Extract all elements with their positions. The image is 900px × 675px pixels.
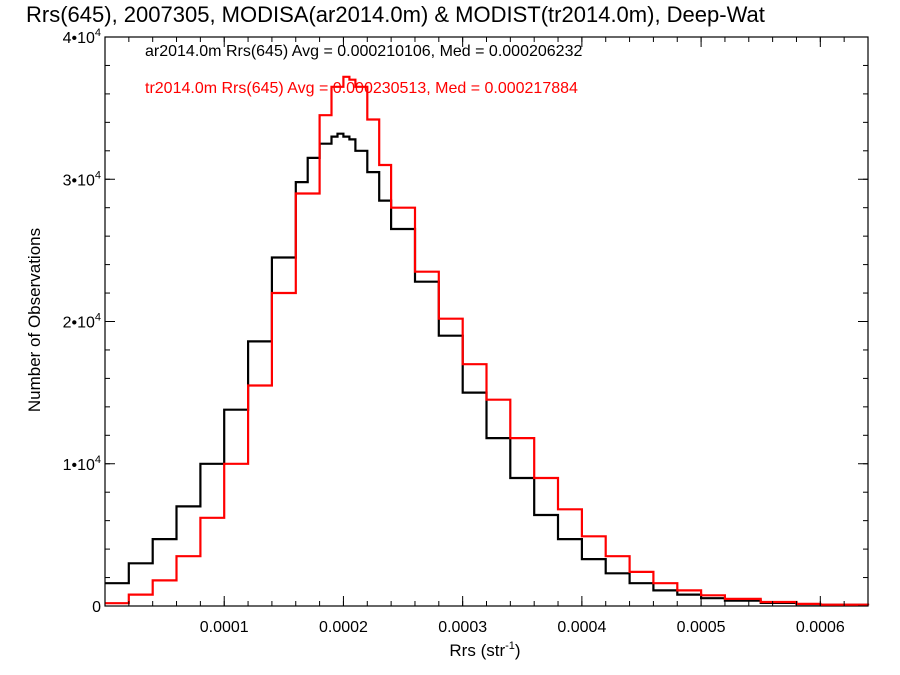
- x-tick-label: 0.0003: [438, 619, 487, 636]
- x-tick-label: 0.0006: [796, 619, 845, 636]
- series-line-1: [105, 75, 870, 606]
- y-axis-title: Number of Observations: [25, 228, 44, 412]
- series-line-0: [105, 132, 870, 606]
- y-tick-label: 2•104: [63, 312, 101, 332]
- chart-title: Rrs(645), 2007305, MODISA(ar2014.0m) & M…: [26, 2, 765, 27]
- y-axis-ticks: 0 1•104 2•104 3•104 4•104: [63, 27, 868, 616]
- x-tick-label: 0.0001: [200, 619, 249, 636]
- y-tick-label: 0: [92, 599, 101, 616]
- y-tick-label: 1•104: [63, 454, 101, 474]
- y-tick-label: 4•104: [63, 27, 101, 47]
- x-axis-title-sup: -1: [505, 640, 515, 652]
- x-axis-title-main: Rrs (str: [449, 641, 505, 660]
- plot-area: [104, 36, 869, 607]
- x-tick-label: 0.0002: [319, 619, 368, 636]
- legend: ar2014.0m Rrs(645) Avg = 0.000210106, Me…: [145, 43, 582, 97]
- y-tick-label: 3•104: [63, 169, 101, 189]
- x-axis-title-close: ): [515, 641, 521, 660]
- x-tick-label: 0.0004: [557, 619, 606, 636]
- x-axis-ticks: 0.0001 0.0002 0.0003 0.0004 0.0005 0.0006: [104, 37, 869, 636]
- x-axis-title: Rrs (str-1): [449, 640, 520, 660]
- legend-entry-tr2014: tr2014.0m Rrs(645) Avg = 0.000230513, Me…: [145, 80, 578, 97]
- legend-entry-ar2014: ar2014.0m Rrs(645) Avg = 0.000210106, Me…: [145, 43, 582, 60]
- series-layer: [105, 75, 870, 606]
- plot-frame: [104, 36, 869, 607]
- x-tick-label: 0.0005: [677, 619, 726, 636]
